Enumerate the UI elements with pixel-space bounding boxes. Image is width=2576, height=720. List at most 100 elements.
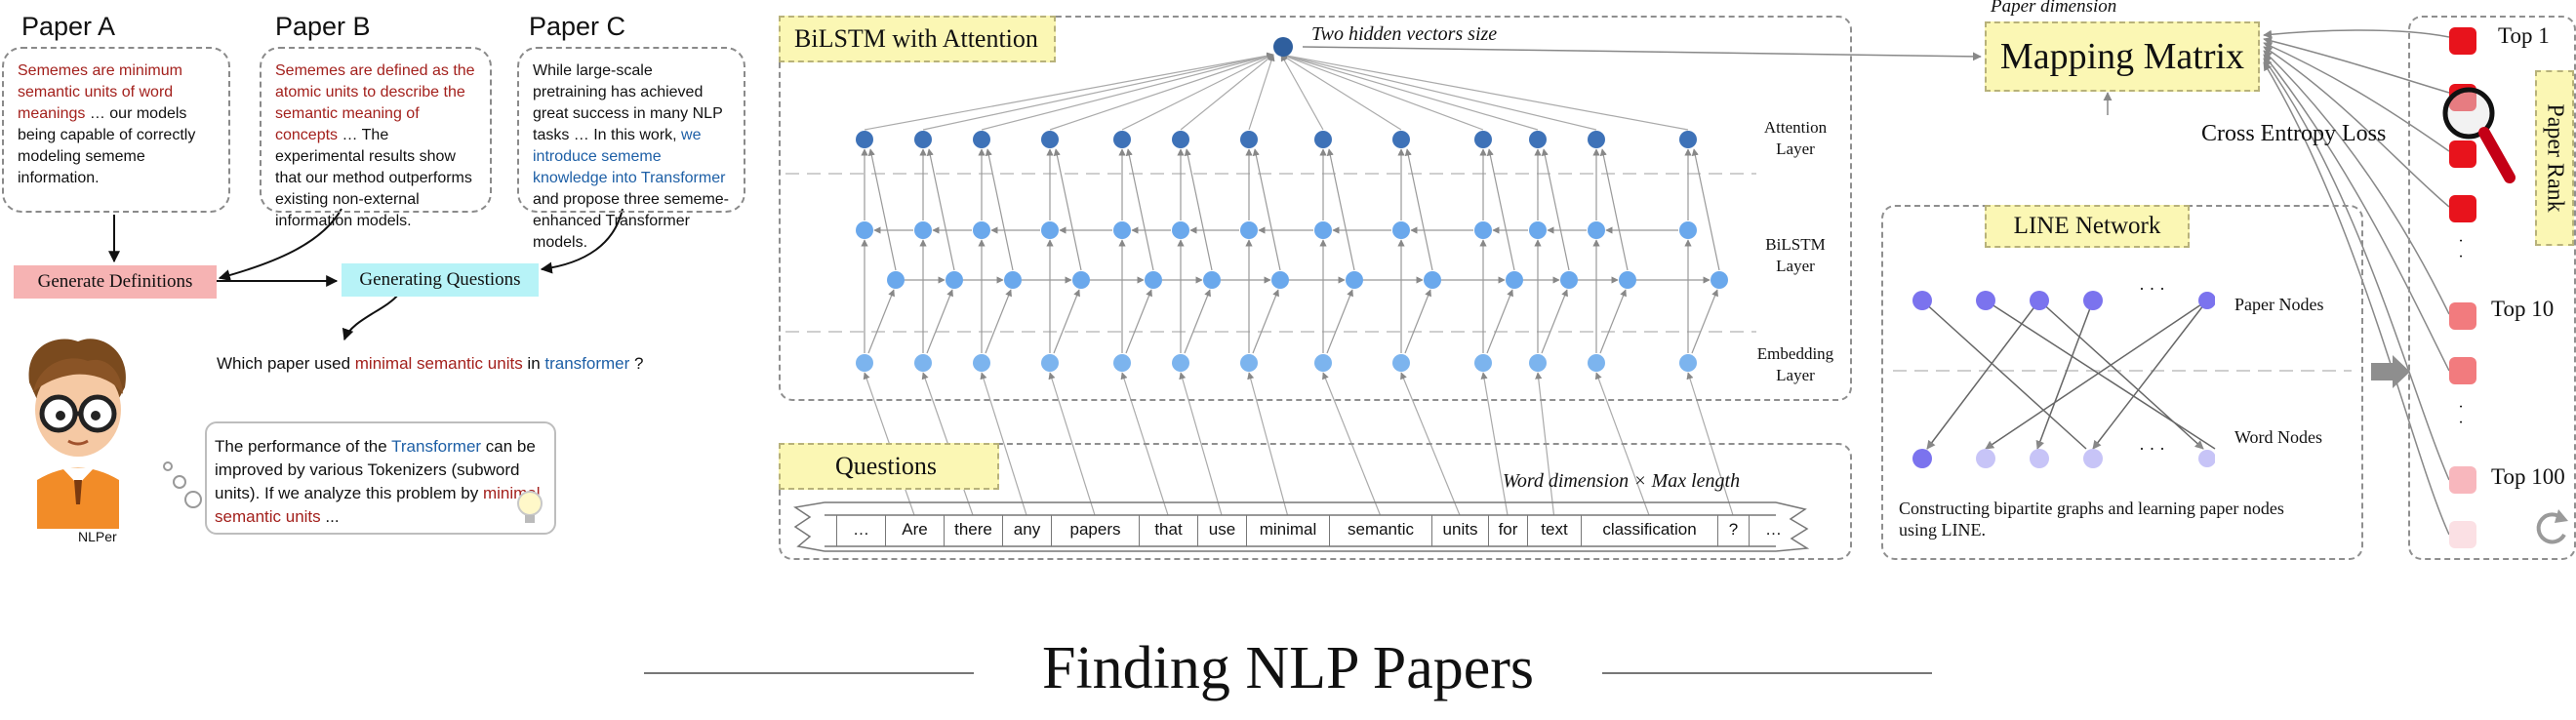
paper-b-abstract: Sememes are defined as the atomic units … [260,47,492,229]
bilstm-backward-node [856,221,873,239]
bilstm-backward-node [973,221,990,239]
paper-rank-panel [2408,16,2576,560]
bilstm-forward-node [1271,271,1289,289]
attention-node [1314,131,1332,148]
bilstm-backward-node [1314,221,1332,239]
arrow-c-to-questions [540,208,624,274]
word-nodes-ellipsis: · · · [2139,439,2165,459]
bilstm-backward-node [1392,221,1410,239]
bilstm-forward-node [946,271,963,289]
bilstm-backward-node [1172,221,1189,239]
paper-dimension-label: Paper dimension [1991,0,2117,17]
attention-node [1679,131,1697,148]
token-0: … [836,515,885,546]
token-5: that [1139,515,1197,546]
embedding-node [1588,354,1605,372]
main-title: Finding NLP Papers [1041,635,1535,701]
attention-node [1474,131,1492,148]
nlper-avatar-icon [28,339,126,529]
token-8: semantic [1329,515,1431,546]
bilstm-backward-node [1588,221,1605,239]
embedding-node [1240,354,1258,372]
token-10: for [1488,515,1527,546]
bilstm-forward-node [1506,271,1523,289]
avatar-label: NLPer [78,529,117,544]
bilstm-forward-node [1004,271,1022,289]
hidden-vector-node [1273,37,1293,57]
arrow-b-to-definitions [218,208,342,281]
attention-node [1113,131,1131,148]
bilstm-forward-node [1203,271,1221,289]
refresh-icon [2536,509,2568,544]
bilstm-forward-node [1145,271,1162,289]
bilstm-forward-node [1619,271,1636,289]
paper-nodes-ellipsis: · · · [2139,279,2165,299]
paper-a-title: Paper A [21,12,116,41]
lightbulb-icon [517,491,543,523]
token-12: classification [1581,515,1717,546]
token-13: ? [1717,515,1749,546]
token-1: Are [885,515,944,546]
bilstm-backward-node [1041,221,1059,239]
questions-panel [779,443,1852,560]
questions-title: Questions [779,443,999,490]
attention-layer-label: Attention Layer [1763,118,1828,158]
svg-text:·: · [2458,249,2463,265]
token-4: papers [1051,515,1139,546]
token-3: any [1002,515,1051,546]
svg-text:·: · [2458,233,2463,250]
embedding-node [856,354,873,372]
magnifier-icon [2442,87,2516,183]
cross-entropy-label: Cross Entropy Loss [2201,121,2387,146]
attention-node [1529,131,1547,148]
attention-node [856,131,873,148]
bilstm-forward-node [1072,271,1090,289]
attention-node [914,131,932,148]
token-7: minimal [1246,515,1329,546]
token-2: there [944,515,1002,546]
hidden-vectors-label: Two hidden vectors size [1311,23,1498,45]
word-dimension-label: Word dimension × Max length [1503,470,1741,492]
embedding-node [1041,354,1059,372]
svg-text:·: · [2458,415,2463,431]
rank-top1-label: Top 1 [2498,23,2550,48]
bilstm-forward-node [1346,271,1363,289]
mapping-matrix: Mapping Matrix [1985,21,2260,92]
attention-node [1588,131,1605,148]
paper-b-title: Paper B [275,12,371,41]
attention-node [1172,131,1189,148]
bilstm-forward-node [1560,271,1578,289]
attention-node [1240,131,1258,148]
embedding-node [914,354,932,372]
generate-definitions-box: Generate Definitions [14,265,217,299]
embedding-node [1679,354,1697,372]
embedding-layer-label: Embedding Layer [1756,344,1834,384]
rank-top10-label: Top 10 [2491,297,2555,321]
line-network-title: LINE Network [1985,205,2190,248]
rank-top100-label: Top 100 [2491,464,2565,489]
paper-c-abstract: While large-scale pretraining has achiev… [517,47,745,251]
paper-nodes-label: Paper Nodes [2234,295,2324,314]
bilstm-panel [779,16,1852,401]
word-nodes-label: Word Nodes [2234,427,2323,447]
thought-bubble: The performance of the Transformer can b… [205,421,556,535]
embedding-node [1113,354,1131,372]
embedding-node [1172,354,1189,372]
attention-node [973,131,990,148]
token-9: units [1431,515,1488,546]
paper-c-title: Paper C [529,12,626,41]
svg-text:·: · [2458,399,2463,416]
bilstm-backward-node [914,221,932,239]
bilstm-backward-node [1529,221,1547,239]
bilstm-backward-node [1113,221,1131,239]
token-11: text [1527,515,1581,546]
token-14: … [1749,515,1797,546]
token-6: use [1197,515,1246,546]
bilstm-forward-node [1711,271,1728,289]
embedding-node [1474,354,1492,372]
attention-node [1392,131,1410,148]
embedding-node [1392,354,1410,372]
arrow-questions-to-question [342,294,399,341]
embedding-node [1529,354,1547,372]
